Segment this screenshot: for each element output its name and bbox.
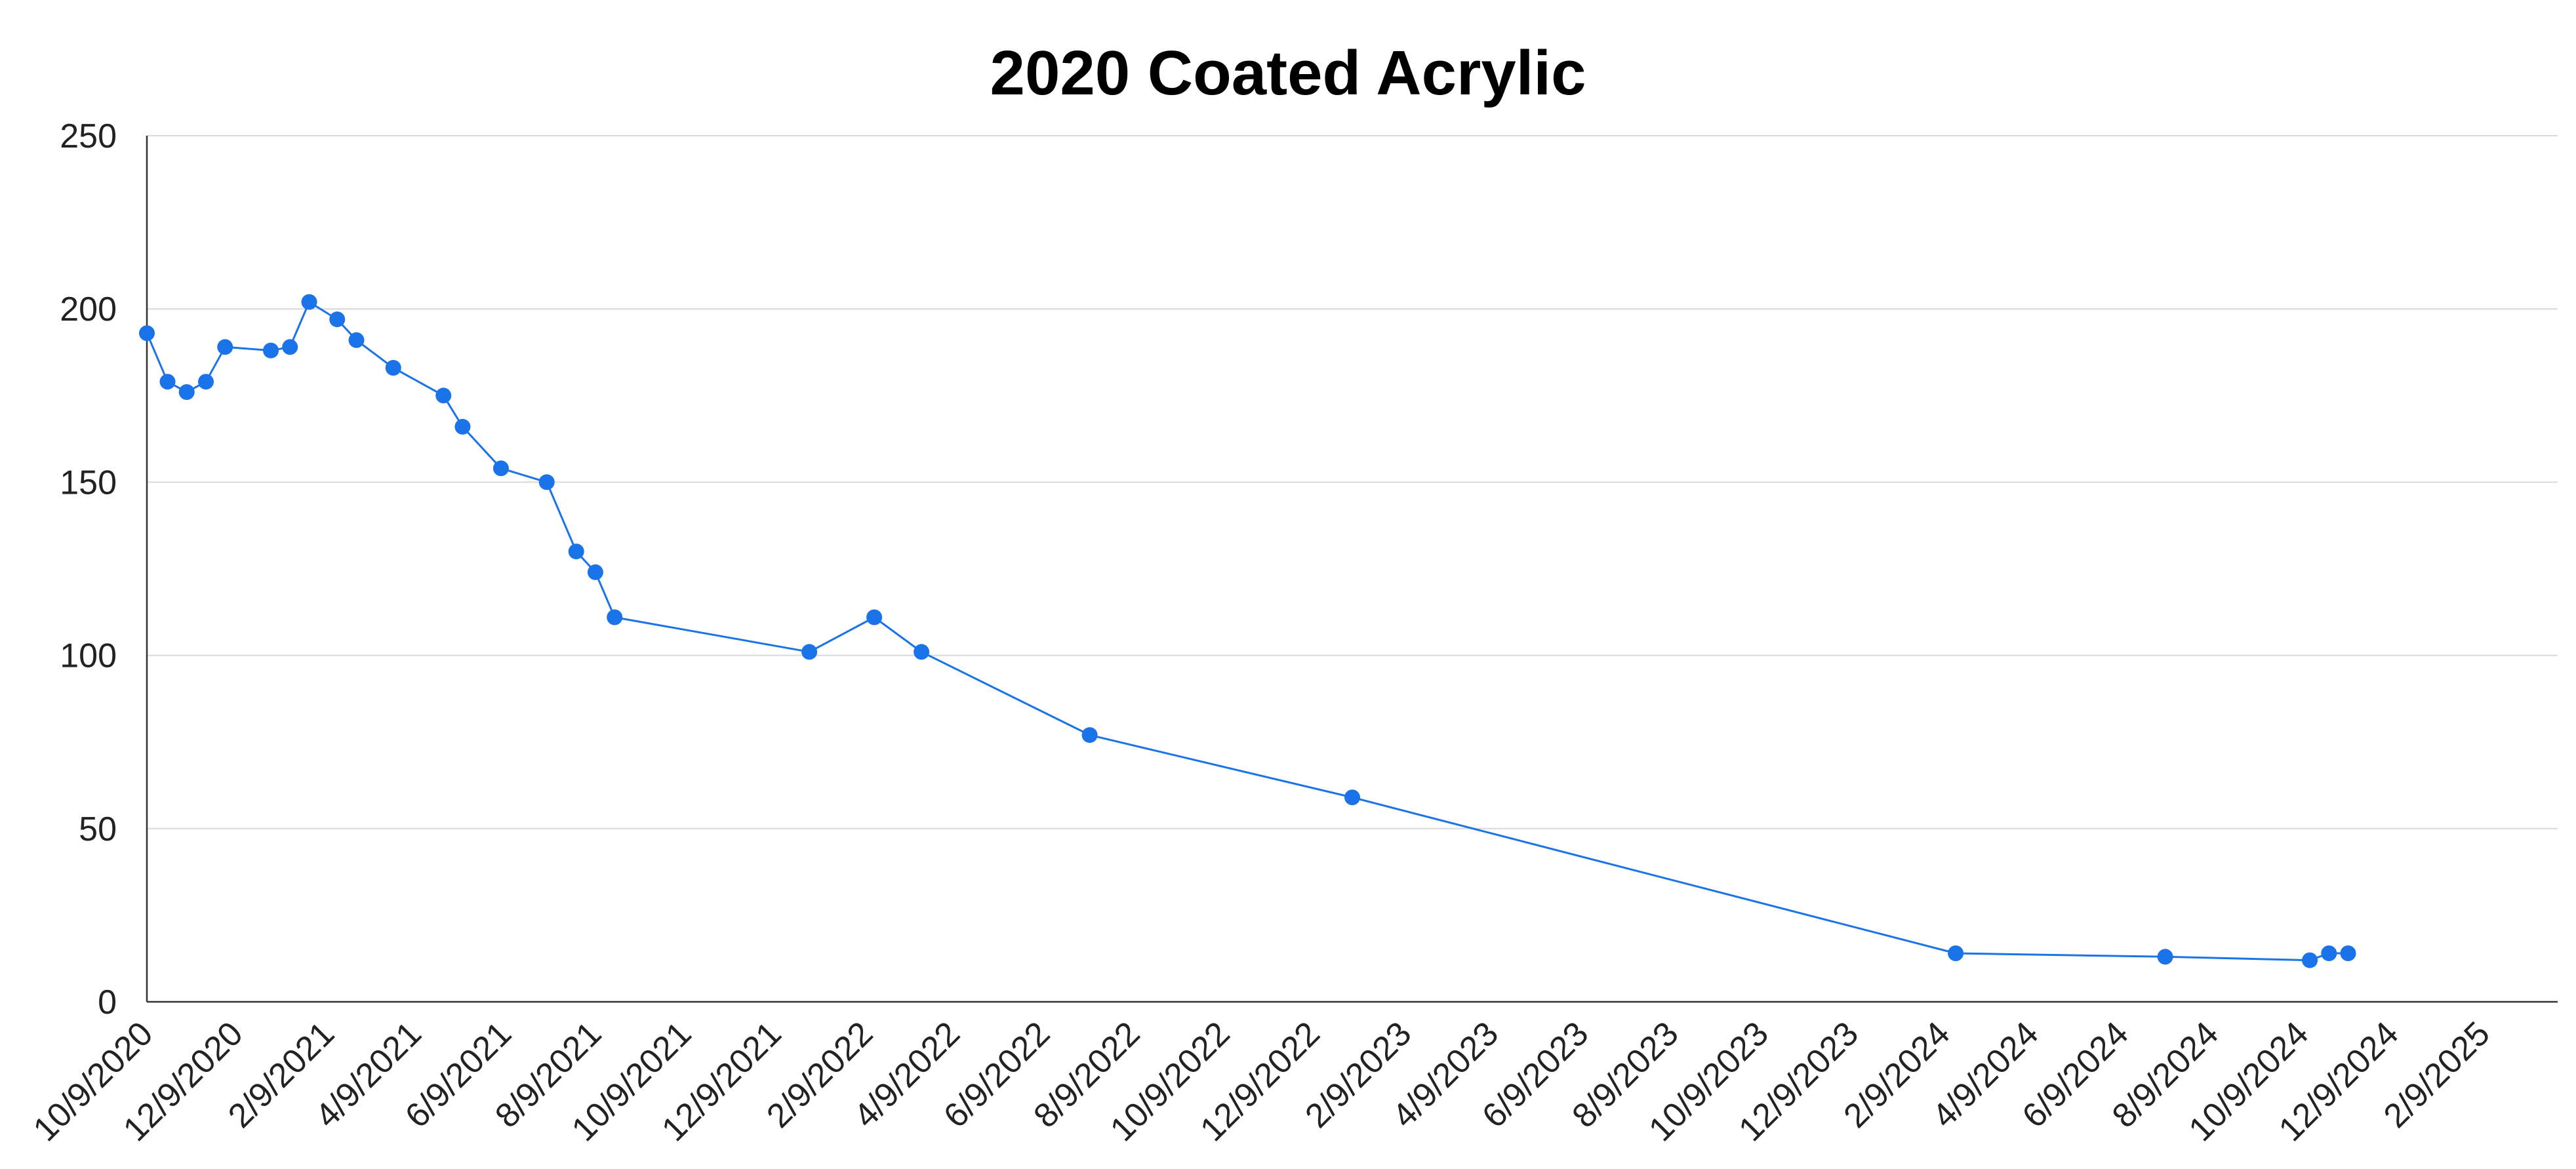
y-tick-label: 0 <box>98 983 117 1021</box>
data-point <box>2302 952 2318 968</box>
data-point <box>282 339 298 355</box>
data-point <box>1344 789 1360 806</box>
y-tick-label: 200 <box>60 290 117 328</box>
data-point <box>385 360 401 376</box>
data-point <box>348 332 365 348</box>
data-series <box>139 294 2356 968</box>
y-tick-label: 100 <box>60 637 117 675</box>
data-point <box>329 311 346 328</box>
axes <box>146 136 2558 1003</box>
data-point <box>607 609 623 625</box>
chart-title: 2020 Coated Acrylic <box>990 38 1586 108</box>
x-axis-tick-labels: 10/9/202012/9/20202/9/20214/9/20216/9/20… <box>26 1014 2497 1149</box>
data-point <box>139 325 155 342</box>
data-point <box>914 644 930 660</box>
y-tick-label: 150 <box>60 464 117 502</box>
gridlines <box>147 135 2558 829</box>
data-point <box>435 387 452 404</box>
y-tick-label: 50 <box>79 810 117 848</box>
data-point <box>1948 945 1964 961</box>
data-point <box>1081 727 1098 743</box>
data-point <box>2321 945 2337 961</box>
data-point <box>493 460 509 477</box>
data-point <box>866 609 883 625</box>
data-point <box>159 374 176 390</box>
data-point <box>2157 949 2173 965</box>
series-line <box>146 301 2348 962</box>
data-point <box>801 644 818 660</box>
data-point <box>2340 945 2356 961</box>
data-point <box>454 418 471 435</box>
data-point <box>178 384 195 400</box>
data-point <box>568 544 584 560</box>
data-point <box>263 342 279 359</box>
y-axis-tick-labels: 0 50 100 150 200 250 <box>60 117 117 1021</box>
data-point <box>538 474 555 490</box>
data-point <box>301 294 317 310</box>
data-point <box>587 564 603 580</box>
y-tick-label: 250 <box>60 117 117 155</box>
data-point <box>217 339 233 355</box>
data-point <box>198 374 214 390</box>
